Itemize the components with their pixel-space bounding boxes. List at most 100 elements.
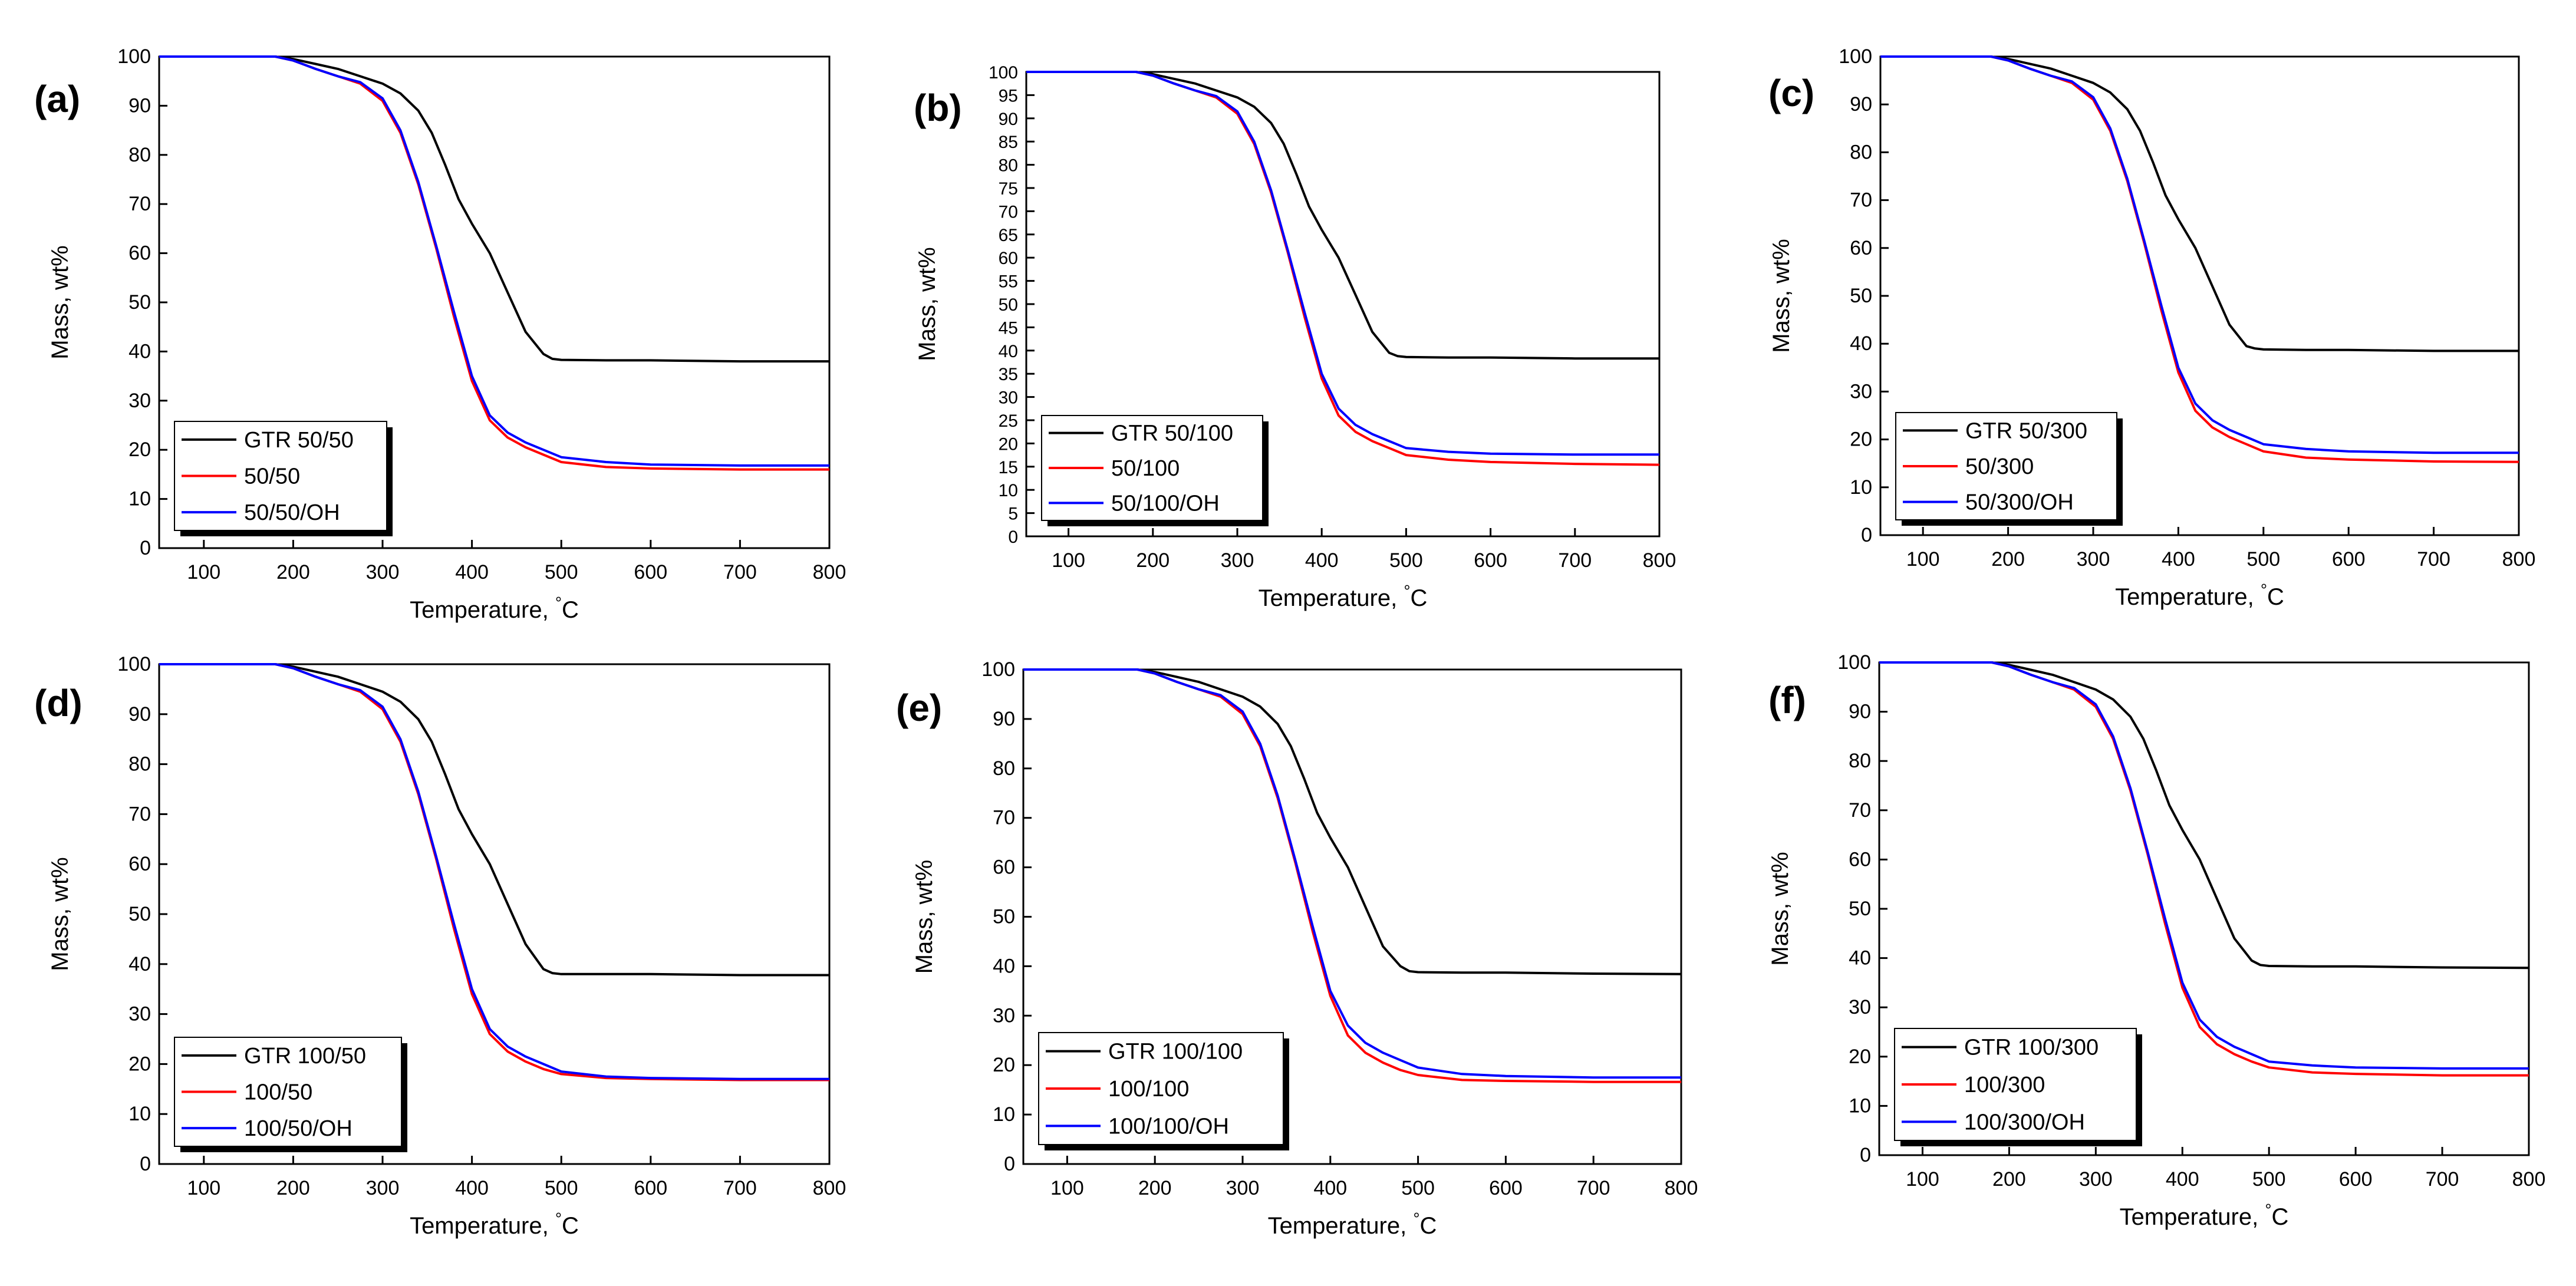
legend-label: GTR 100/300 [1964, 1036, 2099, 1060]
x-tick-label: 600 [634, 561, 667, 583]
legend: GTR 50/50 50/50 50/50/OH [174, 421, 393, 536]
x-tick-label: 400 [1313, 1177, 1347, 1199]
x-tick-label: 800 [1643, 549, 1676, 572]
y-tick-label: 20 [1850, 428, 1872, 451]
x-tick-label: 300 [2077, 548, 2110, 571]
y-tick-label: 20 [129, 1053, 151, 1075]
x-tick-label: 200 [1136, 549, 1170, 572]
y-tick-label: 100 [981, 658, 1015, 681]
x-tick-label: 400 [455, 561, 489, 583]
y-tick-label: 10 [1850, 476, 1872, 499]
x-tick-label: 600 [1489, 1177, 1523, 1199]
x-tick-label: 400 [1305, 549, 1339, 572]
legend-label: GTR 100/100 [1108, 1040, 1243, 1064]
legend-label: GTR 50/50 [244, 428, 354, 453]
y-tick-label: 80 [1850, 141, 1872, 163]
x-axis-label: Temperature, °C [410, 1209, 579, 1239]
y-tick-label: 10 [1849, 1094, 1871, 1117]
x-tick-label: 200 [1991, 548, 2025, 571]
x-tick-label: 200 [276, 1177, 310, 1199]
y-tick-label: 30 [1849, 996, 1871, 1018]
x-tick-label: 700 [1577, 1177, 1610, 1199]
y-tick-label: 70 [1849, 799, 1871, 822]
y-tick-label: 20 [1849, 1046, 1871, 1068]
x-tick-label: 200 [1138, 1177, 1172, 1199]
y-tick-label: 40 [999, 342, 1018, 361]
x-tick-label: 300 [366, 561, 400, 583]
legend-label: 50/100/OH [1111, 491, 1220, 516]
series-line-0 [1879, 661, 2529, 970]
x-tick-label: 100 [187, 561, 220, 583]
legend-label: 50/300/OH [1965, 490, 2074, 515]
x-tick-label: 500 [1401, 1177, 1435, 1199]
y-tick-label: 50 [999, 295, 1018, 315]
y-tick-label: 65 [999, 226, 1018, 245]
y-tick-label: 80 [999, 156, 1018, 176]
y-tick-label: 40 [129, 953, 151, 975]
legend-label: 100/50 [244, 1080, 312, 1105]
y-axis-label: Mass, wt% [911, 860, 937, 974]
panel-1: 0 5 10 15 20 25 30 35 40 45 50 55 60 65 70 75 80 85 90 95 10… [914, 63, 1676, 611]
x-tick-label: 800 [813, 561, 846, 583]
y-tick-label: 100 [117, 45, 151, 68]
y-tick-label: 40 [1849, 947, 1871, 970]
panel-3: 0 10 20 30 40 50 60 70 80 90 100 100 200 300 400 500 600… [34, 653, 846, 1239]
x-tick-label: 100 [1906, 548, 1940, 571]
y-tick-label: 60 [129, 242, 151, 265]
panel-5: 0 10 20 30 40 50 60 70 80 90 100 100 200 300 400 500 600… [1767, 651, 2545, 1230]
y-axis-label: Mass, wt% [914, 247, 940, 361]
y-tick-label: 100 [1839, 45, 1872, 68]
x-tick-label: 300 [2079, 1168, 2113, 1191]
panel-label: (d) [34, 682, 83, 724]
y-axis-label: Mass, wt% [47, 245, 73, 359]
y-tick-label: 30 [999, 388, 1018, 408]
y-tick-label: 80 [129, 144, 151, 166]
x-tick-label: 100 [187, 1177, 220, 1199]
x-tick-label: 300 [1221, 549, 1254, 572]
x-tick-label: 700 [1558, 549, 1592, 572]
series-line-0 [1880, 55, 2519, 352]
series-line-0 [159, 55, 829, 363]
y-tick-label: 90 [993, 708, 1015, 730]
legend-label: 50/50 [244, 464, 300, 489]
y-tick-label: 80 [129, 753, 151, 776]
y-tick-label: 60 [999, 249, 1018, 268]
y-tick-label: 50 [129, 903, 151, 925]
series-line-0 [159, 663, 829, 977]
x-tick-label: 200 [1992, 1168, 2026, 1191]
y-tick-label: 95 [999, 86, 1018, 105]
legend: GTR 50/100 50/100 50/100/OH [1041, 415, 1269, 526]
x-tick-label: 800 [1665, 1177, 1698, 1199]
series-line-0 [1023, 668, 1682, 975]
y-tick-label: 10 [129, 1103, 151, 1125]
x-tick-label: 500 [1389, 549, 1423, 572]
x-tick-label: 300 [366, 1177, 400, 1199]
legend-label: 100/100 [1108, 1077, 1189, 1102]
y-tick-label: 70 [993, 807, 1015, 829]
x-tick-label: 700 [723, 561, 757, 583]
y-tick-label: 90 [1850, 93, 1872, 116]
legend-label: GTR 50/100 [1111, 421, 1233, 446]
panel-label: (c) [1768, 72, 1814, 114]
y-tick-label: 75 [999, 179, 1018, 199]
y-axis-label: Mass, wt% [1767, 852, 1793, 965]
legend: GTR 50/300 50/300 50/300/OH [1895, 412, 2123, 526]
y-tick-label: 10 [999, 481, 1018, 500]
x-tick-label: 500 [545, 561, 578, 583]
x-axis-label: Temperature, °C [1268, 1209, 1437, 1239]
y-tick-label: 10 [129, 488, 151, 510]
legend-label: 50/300 [1965, 454, 2034, 479]
x-tick-label: 600 [1474, 549, 1507, 572]
x-tick-label: 400 [2166, 1168, 2199, 1191]
y-tick-label: 85 [999, 133, 1018, 152]
series-line-2 [159, 55, 829, 467]
x-tick-label: 800 [2502, 548, 2536, 571]
legend-label: GTR 100/50 [244, 1044, 366, 1069]
y-tick-label: 100 [117, 653, 151, 675]
x-axis-label: Temperature, °C [2120, 1201, 2289, 1230]
series-line-2 [1023, 668, 1681, 1079]
y-tick-label: 50 [1849, 898, 1871, 920]
y-tick-label: 90 [1849, 701, 1871, 723]
x-tick-label: 500 [545, 1177, 578, 1199]
y-tick-label: 40 [1850, 332, 1872, 355]
